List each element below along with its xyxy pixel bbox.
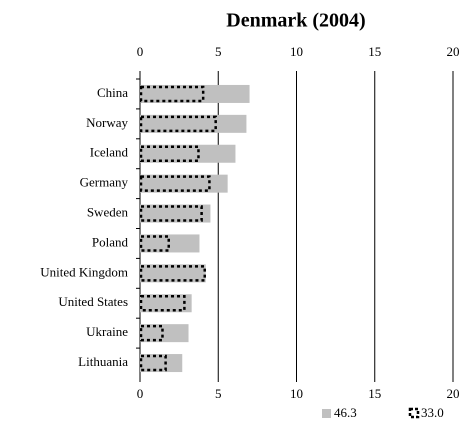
dotted-bar <box>139 115 217 133</box>
chart-title: Denmark (2004) <box>226 10 365 32</box>
y-tick-label: Poland <box>92 234 129 249</box>
y-tick-label: United Kingdom <box>40 264 128 279</box>
y-tick-label: Sweden <box>87 205 129 220</box>
dotted-bar <box>139 235 170 252</box>
dotted-bar <box>139 175 211 192</box>
bar <box>140 234 200 253</box>
legend-label: 46.3 <box>334 405 357 420</box>
dotted-bar <box>139 265 206 282</box>
bar <box>140 174 228 193</box>
y-tick-label: United States <box>58 294 128 309</box>
x-tick-label-bottom: 5 <box>215 386 222 401</box>
x-tick-label-top: 15 <box>368 44 381 59</box>
bar <box>140 264 206 283</box>
bar <box>140 144 236 163</box>
y-tick-label: Iceland <box>90 145 129 160</box>
bar <box>140 354 183 373</box>
bar <box>140 204 211 223</box>
y-tick-label: Germany <box>80 175 129 190</box>
legend-swatch <box>408 407 420 419</box>
bar <box>140 324 189 343</box>
y-tick-label: China <box>97 85 128 100</box>
bar <box>140 114 247 133</box>
x-tick-label-top: 20 <box>447 44 460 59</box>
dotted-bar <box>139 85 205 103</box>
bar <box>140 84 250 103</box>
y-tick-label: Norway <box>86 115 128 130</box>
dotted-bar <box>139 205 203 222</box>
bar <box>140 294 192 313</box>
x-tick-label-bottom: 15 <box>368 386 381 401</box>
legend-label: 33.0 <box>421 405 444 420</box>
y-tick-label: Lithuania <box>78 354 128 369</box>
dotted-bar <box>139 295 186 312</box>
x-tick-label-bottom: 10 <box>290 386 303 401</box>
x-tick-label-top: 5 <box>215 44 222 59</box>
y-tick-label: Ukraine <box>86 324 128 339</box>
x-tick-label-bottom: 20 <box>447 386 460 401</box>
x-tick-label-bottom: 0 <box>137 386 144 401</box>
x-tick-label-top: 10 <box>290 44 303 59</box>
dotted-bar <box>139 354 167 372</box>
legend-swatch <box>322 409 331 418</box>
x-tick-label-top: 0 <box>137 44 144 59</box>
